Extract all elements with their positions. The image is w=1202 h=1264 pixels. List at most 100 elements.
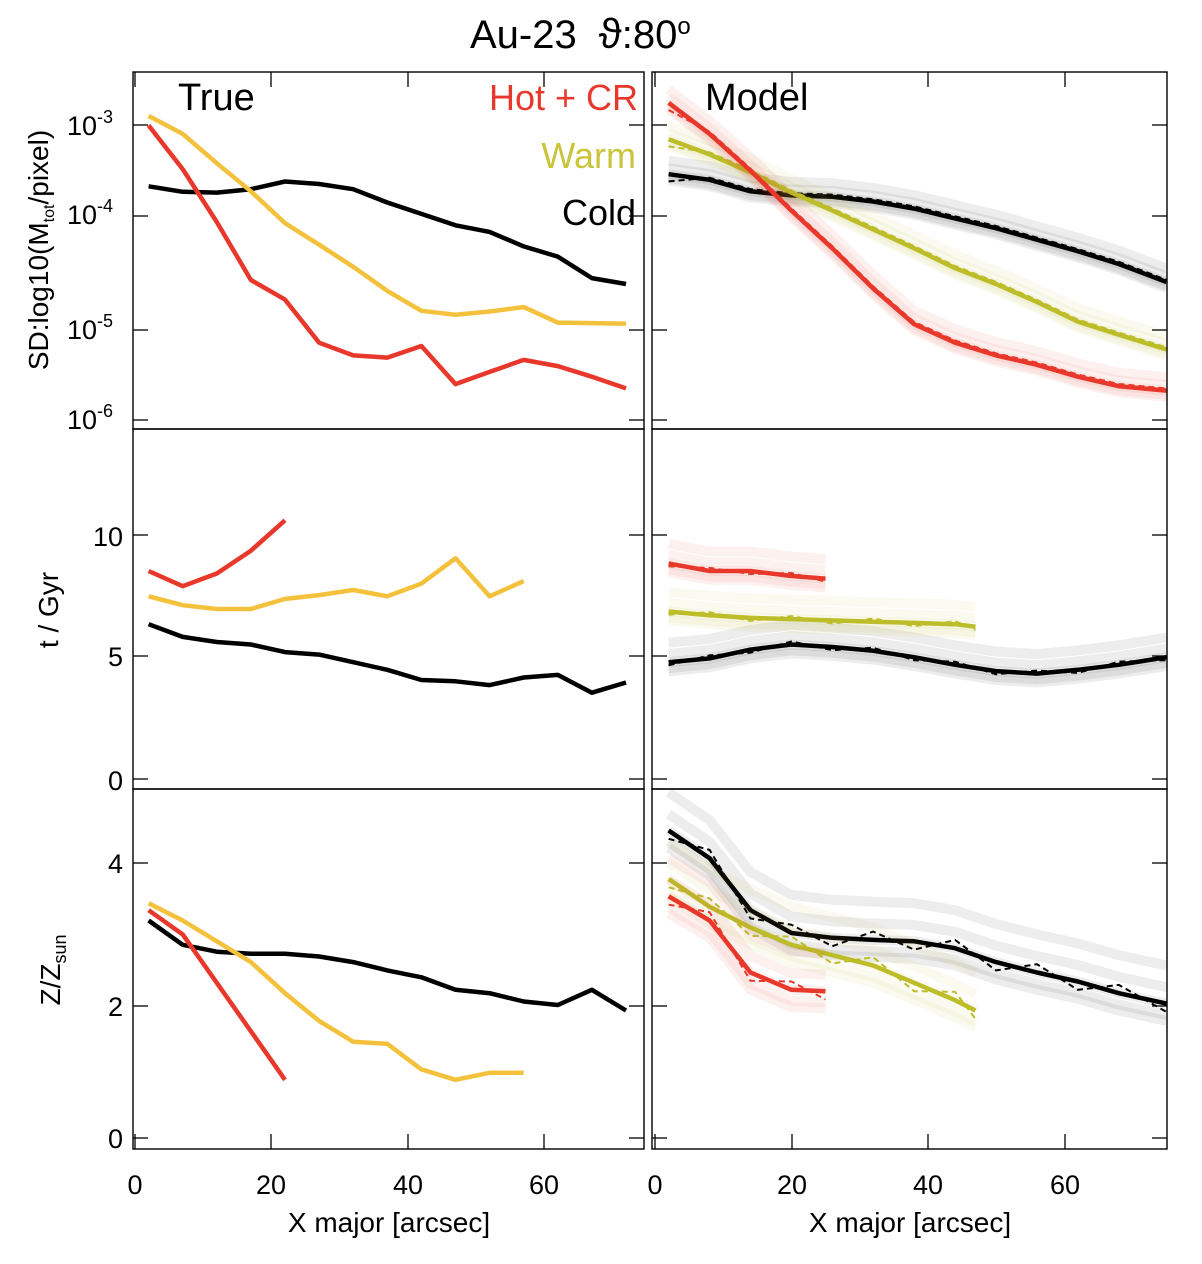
series-line-warm (148, 556, 525, 612)
series-line-hot-cr (147, 518, 287, 589)
figure-title: Au-23 ϑ:80o (470, 10, 691, 57)
sd-tick-label: 10-5 (67, 311, 113, 345)
x-tick-label: 60 (529, 1170, 559, 1200)
panel-model-sd (665, 85, 1167, 402)
legend-cold: Cold (562, 192, 636, 233)
model-spread-cold (668, 631, 1167, 671)
series-line-hot-cr (668, 561, 826, 581)
series-line-cold (148, 179, 627, 287)
model-spread-warm (666, 138, 1167, 359)
legend-hot: Hot + CR (489, 77, 638, 118)
model-spread-hot-cr (667, 538, 826, 565)
figure-title-run: Au-23 (470, 13, 577, 57)
series-line-cold (147, 622, 627, 695)
model-spread-warm (668, 587, 977, 613)
panel-plot-area (147, 901, 628, 1083)
model-spread-cold (667, 155, 1167, 274)
z-tick-label: 2 (108, 992, 123, 1022)
model-spread-hot-cr (666, 903, 826, 1008)
x-tick-label: 0 (127, 1170, 142, 1200)
series-line-cold (667, 828, 1167, 1006)
model-spread-warm (668, 598, 977, 624)
age-tick-label: 5 (108, 642, 123, 672)
panel-plot-area (147, 518, 627, 695)
angle-symbol: ϑ (599, 10, 622, 57)
panel-plot-area (667, 538, 1167, 688)
model-spread-warm (666, 121, 1167, 341)
frame-true-sd (132, 71, 645, 430)
model-spread-hot-cr (665, 92, 1167, 390)
x-tick-label: 40 (913, 1170, 943, 1200)
x-tick-label: 60 (1050, 1170, 1080, 1200)
series-line-warm (147, 113, 627, 326)
frame-model-metallicity (651, 788, 1168, 1150)
series-line-warm (147, 901, 524, 1083)
panel-model-metallicity (665, 789, 1167, 1033)
series-line-cold (668, 642, 1167, 676)
panel-true-metallicity (147, 901, 628, 1083)
angle-value: :80 (622, 13, 678, 57)
model-spread-cold (667, 175, 1167, 293)
model-spread-warm (665, 886, 978, 1027)
model-spread-hot-cr (666, 875, 826, 980)
sd-tick-label: 10-6 (67, 401, 113, 435)
panel-label-true: True (178, 77, 255, 119)
model-spread-hot-cr (666, 909, 826, 1014)
model-spread-hot-cr (665, 85, 1167, 383)
model-dashed-hot-cr (668, 903, 826, 1001)
model-spread-warm (666, 128, 1167, 349)
sd-y-axis-label: SD:log10(Mtot/pixel) (23, 130, 58, 370)
model-spread-hot-cr (667, 564, 826, 590)
model-spread-hot-cr (665, 104, 1167, 402)
model-spread-warm (666, 140, 1167, 361)
age-tick-label: 0 (108, 766, 123, 796)
model-spread-cold (665, 809, 1167, 993)
series-line-cold (668, 171, 1167, 285)
model-spread-cold (665, 837, 1167, 1020)
axis-ticks (133, 72, 1167, 1149)
x-tick-label: 20 (777, 1170, 807, 1200)
age-y-axis-label: t / Gyr (33, 572, 64, 648)
panel-true-sd (146, 113, 627, 391)
x-tick-label: 40 (393, 1170, 423, 1200)
sd-tick-label: 10-4 (67, 196, 113, 230)
model-spread-cold (668, 645, 1167, 685)
series-line-hot-cr (667, 101, 1167, 393)
panel-true-age (147, 518, 627, 695)
model-spread-hot-cr (667, 567, 826, 593)
model-spread-cold (665, 789, 1167, 971)
series-line-hot-cr (147, 908, 287, 1082)
panel-plot-area (665, 789, 1167, 1033)
x-tick-label: 20 (256, 1170, 286, 1200)
model-spread-warm (668, 615, 977, 641)
model-spread-cold (667, 163, 1167, 281)
panel-label-model: Model (705, 77, 809, 119)
z-y-axis-label: Z/Zsun (35, 934, 70, 1005)
panel-plot-area (146, 113, 627, 391)
model-spread-warm (665, 892, 978, 1033)
model-spread-hot-cr (667, 549, 826, 576)
series-line-hot-cr (667, 894, 826, 994)
age-tick-label: 10 (93, 522, 123, 552)
panel-model-age (667, 538, 1167, 688)
legend-warm: Warm (541, 135, 636, 176)
model-spread-warm (665, 858, 978, 999)
model-dashed-warm (668, 886, 977, 1020)
sd-tick-label: 10-3 (67, 107, 113, 141)
model-spread-warm (668, 612, 977, 638)
x-tick-label: 0 (647, 1170, 662, 1200)
series-line-warm (668, 609, 976, 629)
series-line-hot-cr (146, 124, 627, 391)
model-spread-cold (668, 648, 1167, 688)
angle-unit: o (677, 13, 690, 40)
z-tick-label: 0 (108, 1124, 123, 1154)
series-line-cold (147, 918, 628, 1013)
panel-plot-area (665, 85, 1167, 402)
model-spread-cold (667, 173, 1167, 291)
x-axis-label-left: X major [arcsec] (288, 1207, 490, 1238)
model-dashed-cold (668, 837, 1167, 1013)
series-line-warm (667, 877, 977, 1013)
z-tick-label: 4 (108, 849, 123, 879)
model-dashed-cold (668, 640, 1167, 676)
